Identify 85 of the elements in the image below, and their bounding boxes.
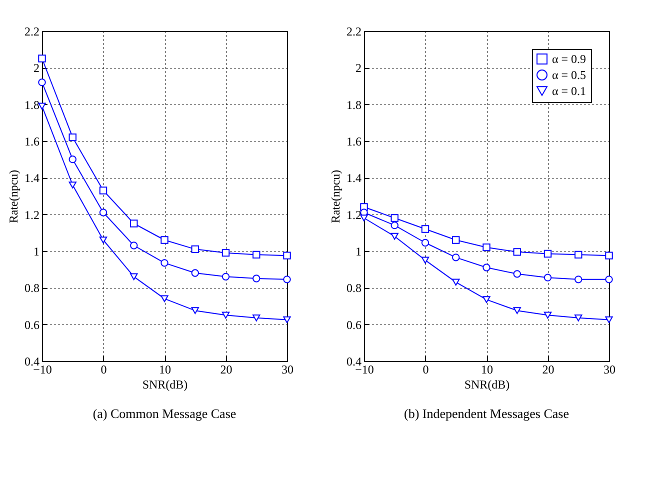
point	[452, 236, 460, 244]
y-tick-label: 1.4	[24, 171, 40, 186]
x-tick-label: 0	[100, 362, 107, 376]
point	[544, 274, 552, 282]
x-tick-label: 0	[422, 362, 429, 376]
point	[99, 236, 108, 244]
point	[421, 256, 430, 264]
point	[544, 312, 552, 319]
point	[544, 250, 552, 258]
point	[452, 254, 460, 262]
y-tick-label: 1.6	[346, 134, 362, 148]
y-tick-label: 1.8	[346, 98, 362, 112]
point	[574, 276, 582, 284]
y-tick-label: 1.2	[346, 208, 362, 222]
point	[452, 278, 460, 286]
y-tick-label: 2	[34, 61, 40, 76]
x-tick-label: 10	[481, 362, 493, 376]
point	[252, 274, 260, 282]
point	[191, 245, 199, 254]
y-tick-label: 1.4	[346, 171, 362, 186]
y-tick-label: 1	[34, 244, 40, 258]
point	[252, 314, 260, 322]
point	[38, 78, 46, 86]
point	[160, 259, 168, 267]
point	[283, 252, 291, 260]
point	[513, 270, 521, 278]
point	[68, 155, 76, 164]
point	[222, 248, 230, 257]
legend-label: α = 0.5	[552, 68, 586, 82]
point	[283, 316, 291, 324]
y-axis-title: Rate(npcu)	[328, 170, 342, 224]
point	[222, 272, 230, 281]
y-tick-label: 0.8	[24, 281, 40, 296]
point	[99, 208, 108, 216]
y-tick-label: 2.2	[24, 24, 40, 38]
y-tick-label: 2	[356, 61, 362, 76]
point	[482, 296, 490, 303]
legend-label: α = 0.1	[552, 84, 586, 98]
y-tick-label: 2.2	[346, 24, 362, 38]
point	[513, 248, 521, 256]
point	[390, 232, 398, 240]
x-tick-label: 30	[282, 362, 294, 376]
point	[482, 264, 490, 272]
text: (b) Independent Messages Case	[404, 406, 570, 421]
point	[421, 238, 430, 247]
point	[130, 273, 138, 280]
point	[222, 312, 230, 319]
x-tick-label: 20	[220, 362, 232, 376]
point	[130, 220, 138, 228]
y-tick-label: 1.2	[24, 208, 40, 222]
point	[191, 269, 199, 277]
point	[390, 214, 398, 222]
y-tick-label: 0.8	[346, 281, 362, 296]
x-tick-label: 10	[159, 362, 171, 376]
y-tick-label: 0.6	[24, 318, 40, 332]
point	[130, 242, 138, 250]
point	[160, 295, 168, 302]
point	[513, 307, 521, 314]
point	[605, 252, 613, 260]
y-tick-label: 0.6	[346, 318, 362, 332]
text: (a) Common Message Case	[92, 406, 236, 421]
x-axis-title: SNR(dB)	[142, 378, 188, 392]
point	[68, 182, 76, 188]
point	[99, 186, 108, 194]
y-tick-label: 1	[356, 244, 362, 258]
legend-label: α = 0.9	[552, 52, 586, 66]
point	[574, 250, 582, 259]
point	[421, 225, 430, 233]
point	[38, 54, 46, 62]
point	[574, 314, 582, 322]
point	[605, 316, 613, 324]
x-tick-label: 30	[604, 362, 616, 376]
point	[605, 276, 613, 284]
point	[390, 221, 398, 230]
y-axis-title: Rate(npcu)	[6, 170, 20, 224]
x-axis-title: SNR(dB)	[464, 378, 510, 392]
point	[68, 133, 76, 142]
x-tick-label: 20	[542, 362, 554, 376]
point	[191, 307, 199, 314]
y-tick-label: 1.6	[24, 134, 40, 148]
point	[252, 250, 260, 259]
point	[482, 243, 490, 252]
point	[283, 276, 291, 284]
y-tick-label: 1.8	[24, 98, 40, 112]
point	[160, 236, 168, 244]
